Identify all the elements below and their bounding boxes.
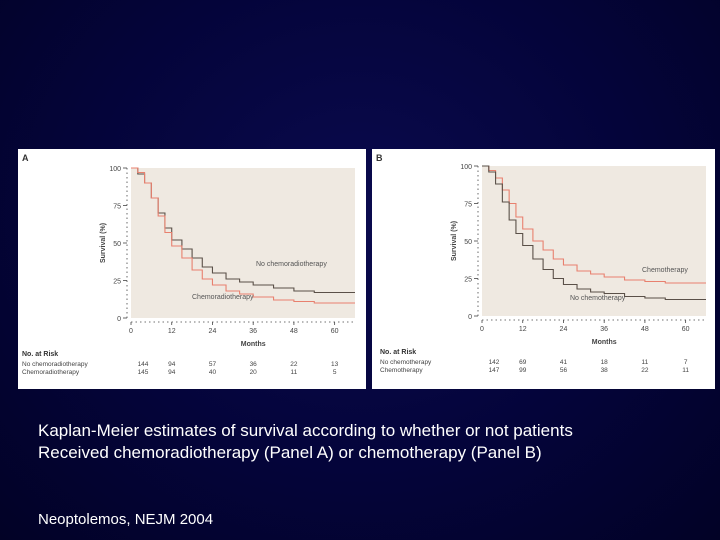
risk-value: 144 (138, 361, 149, 368)
y-tick-label: 100 (109, 166, 121, 173)
x-tick-label: 36 (600, 326, 608, 333)
risk-value: 99 (519, 367, 527, 374)
y-tick-label: 50 (464, 239, 472, 246)
x-tick-label: 60 (331, 328, 339, 335)
risk-table-title: No. at Risk (22, 351, 58, 358)
plot-area (482, 166, 706, 316)
risk-value: 57 (209, 361, 217, 368)
x-tick-label: 36 (249, 328, 257, 335)
x-tick-label: 48 (290, 328, 298, 335)
panel-label: A (22, 153, 29, 163)
risk-row-label: Chemoradiotherapy (22, 369, 80, 376)
y-tick-label: 100 (460, 164, 472, 171)
x-tick-label: 12 (519, 326, 527, 333)
x-tick-label: 0 (480, 326, 484, 333)
risk-value: 18 (601, 359, 609, 366)
risk-value: 41 (560, 359, 568, 366)
y-tick-label: 25 (113, 279, 121, 286)
risk-value: 11 (682, 367, 689, 374)
citation: Neoptolemos, NEJM 2004 (38, 511, 214, 528)
risk-row-label: No chemotherapy (380, 359, 432, 366)
panel-b: B 0 25 50 75 100 Survival (%) 0 12 24 36 48 60 Months… (372, 149, 715, 389)
risk-table-title: No. at Risk (380, 349, 416, 356)
series-line (482, 165, 706, 301)
series-line (131, 167, 355, 304)
risk-value: 56 (560, 367, 568, 374)
risk-value: 94 (168, 369, 176, 376)
y-tick-label: 75 (464, 202, 472, 209)
risk-value: 13 (331, 361, 339, 368)
y-tick-label: 0 (468, 314, 472, 321)
risk-value: 145 (138, 369, 149, 376)
risk-value: 22 (641, 367, 649, 374)
km-chart-panel-a: A 0 25 50 75 100 Survival (%) 0 12 24 36 48 60 Months… (22, 153, 355, 376)
risk-value: 40 (209, 369, 217, 376)
risk-value: 20 (250, 369, 258, 376)
risk-value: 69 (519, 359, 527, 366)
risk-value: 11 (291, 369, 298, 376)
y-axis-label: Survival (%) (100, 223, 107, 263)
x-axis-label: Months (592, 339, 617, 346)
series-label: No chemotherapy (570, 295, 626, 302)
risk-value: 22 (290, 361, 298, 368)
y-axis-label: Survival (%) (451, 221, 458, 261)
caption-line-2: Received chemoradiotherapy (Panel A) or … (38, 443, 542, 462)
x-axis-label: Months (241, 341, 266, 348)
risk-value: 94 (168, 361, 176, 368)
panel-a: A 0 25 50 75 100 Survival (%) 0 12 24 36 48 60 Months… (18, 149, 366, 389)
x-tick-label: 60 (682, 326, 690, 333)
x-tick-label: 24 (560, 326, 568, 333)
risk-row-label: Chemotherapy (380, 367, 423, 374)
series-label: Chemoradiotherapy (192, 294, 254, 301)
risk-value: 38 (601, 367, 609, 374)
x-tick-label: 48 (641, 326, 649, 333)
risk-row-label: No chemoradiotherapy (22, 361, 89, 368)
risk-value: 142 (489, 359, 500, 366)
series-label: Chemotherapy (642, 267, 688, 274)
risk-value: 5 (333, 369, 337, 376)
risk-value: 11 (642, 359, 649, 366)
x-tick-label: 0 (129, 328, 133, 335)
y-tick-label: 25 (464, 277, 472, 284)
x-tick-label: 24 (209, 328, 217, 335)
risk-value: 36 (250, 361, 258, 368)
series-label: No chemoradiotherapy (256, 261, 327, 268)
slide-caption: Kaplan-Meier estimates of survival accor… (38, 420, 573, 464)
y-tick-label: 75 (113, 204, 121, 211)
risk-value: 7 (684, 359, 688, 366)
caption-line-1: Kaplan-Meier estimates of survival accor… (38, 421, 573, 440)
km-chart-panel-b: B 0 25 50 75 100 Survival (%) 0 12 24 36 48 60 Months… (376, 153, 706, 374)
y-tick-label: 50 (113, 241, 121, 248)
x-tick-label: 12 (168, 328, 176, 335)
risk-value: 147 (489, 367, 500, 374)
y-tick-label: 0 (117, 316, 121, 323)
panel-label: B (376, 153, 383, 163)
